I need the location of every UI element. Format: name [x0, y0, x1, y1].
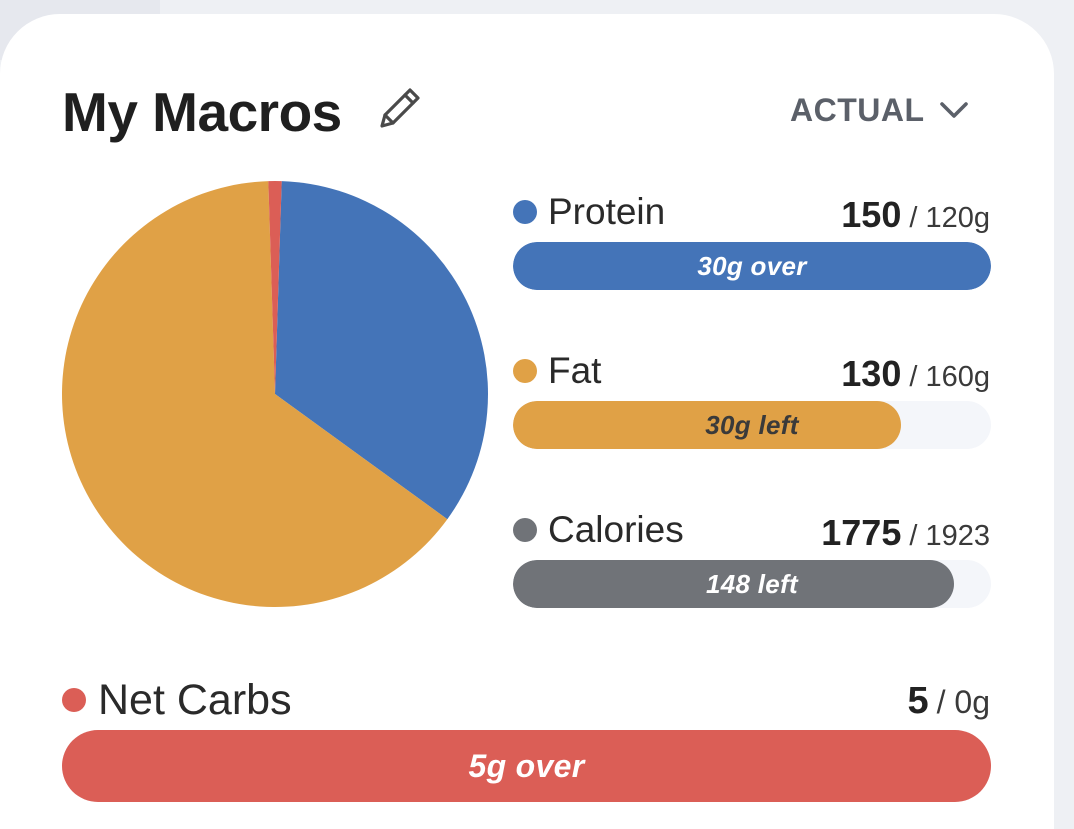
- protein-status: 30g over: [697, 250, 807, 281]
- protein-dot: [513, 200, 537, 224]
- fat-target: / 160g: [909, 361, 990, 393]
- net-carbs-progress-fill: [62, 730, 991, 802]
- pencil-icon[interactable]: [374, 82, 426, 134]
- calories-progress-bar: 148 left: [513, 560, 991, 608]
- pie-slice-net-carbs: [268, 181, 282, 394]
- fat-label: Fat: [513, 349, 601, 393]
- net-carbs-label: Net Carbs: [62, 676, 292, 724]
- calories-target: / 1923: [909, 520, 990, 552]
- calories-progress-fill: [513, 560, 955, 608]
- chevron-down-icon: [939, 102, 968, 118]
- net-carbs-dot: [62, 688, 86, 712]
- fat-value: 130/ 160g: [841, 352, 990, 399]
- calories-status: 148 left: [705, 568, 798, 599]
- protein-value: 150/ 120g: [841, 193, 990, 240]
- pie-slice-protein: [275, 181, 489, 520]
- calories-current: 1775: [821, 512, 902, 553]
- calories-dot: [513, 518, 537, 542]
- protein-progress-fill: [513, 242, 991, 290]
- fat-status: 30g left: [705, 409, 799, 440]
- net-carbs-status: 5g over: [468, 747, 585, 784]
- page-title: My Macros: [62, 81, 342, 143]
- pie-slice-fat: [62, 181, 448, 607]
- mode-dropdown[interactable]: ACTUAL: [790, 88, 969, 132]
- protein-name: Protein: [548, 191, 666, 232]
- protein-label: Protein: [513, 190, 665, 234]
- fat-name: Fat: [548, 350, 602, 391]
- net-carbs-value: 5/ 0g: [907, 679, 990, 724]
- fat-current: 130: [841, 353, 902, 394]
- net-carbs-target: / 0g: [936, 684, 990, 720]
- protein-progress-bar: 30g over: [513, 242, 991, 290]
- mode-dropdown-label: ACTUAL: [790, 91, 925, 128]
- fat-progress-fill: [513, 401, 902, 449]
- net-carbs-current: 5: [907, 680, 929, 722]
- calories-label: Calories: [513, 508, 684, 552]
- macro-pie-chart: [62, 181, 489, 607]
- net-carbs-progress-bar: 5g over: [62, 730, 991, 802]
- calories-value: 1775/ 1923: [821, 511, 990, 558]
- net-carbs-name: Net Carbs: [98, 676, 292, 724]
- fat-dot: [513, 359, 537, 383]
- protein-target: / 120g: [909, 202, 990, 234]
- fat-progress-bar: 30g left: [513, 401, 991, 449]
- calories-name: Calories: [548, 509, 684, 550]
- protein-current: 150: [841, 194, 902, 235]
